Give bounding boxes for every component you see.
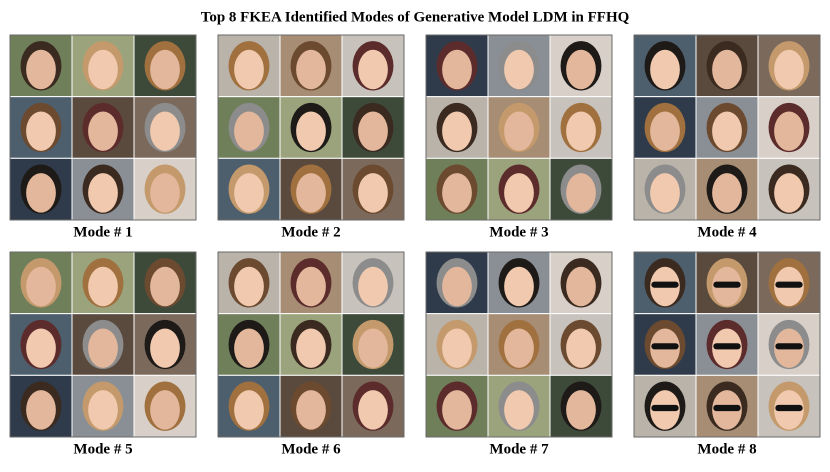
mode-grid <box>217 34 405 221</box>
face <box>150 49 180 90</box>
face <box>774 111 804 151</box>
face <box>650 49 680 90</box>
face <box>296 328 326 368</box>
face <box>712 173 742 213</box>
face <box>650 111 680 151</box>
face <box>88 390 118 430</box>
face <box>88 173 118 213</box>
face <box>150 111 180 151</box>
mode-label: Mode # 1 <box>73 224 132 240</box>
face <box>150 390 180 430</box>
face <box>358 266 388 307</box>
grid-border <box>9 251 197 438</box>
face <box>566 266 596 307</box>
face <box>566 390 596 430</box>
face <box>88 111 118 151</box>
grid-border <box>217 34 405 221</box>
face <box>234 111 264 151</box>
face <box>442 173 472 213</box>
face <box>442 49 472 90</box>
grid-border <box>633 251 821 438</box>
mode-grid <box>425 251 613 438</box>
face <box>566 49 596 90</box>
face <box>234 266 264 307</box>
face <box>26 390 56 430</box>
face <box>150 173 180 213</box>
sunglasses <box>713 281 741 288</box>
face <box>88 49 118 90</box>
mode-label: Mode # 8 <box>697 441 756 457</box>
face <box>234 49 264 90</box>
face <box>504 266 534 307</box>
sunglasses <box>775 281 803 288</box>
face <box>26 328 56 368</box>
grid-border <box>425 34 613 221</box>
face <box>504 49 534 90</box>
face <box>442 328 472 368</box>
face <box>442 390 472 430</box>
face <box>566 328 596 368</box>
mode-grid <box>9 34 197 221</box>
grid-border <box>217 251 405 438</box>
face <box>358 49 388 90</box>
mode-grid <box>633 34 821 221</box>
face <box>150 266 180 307</box>
face <box>296 111 326 151</box>
mode-grid <box>9 251 197 438</box>
grid-border <box>633 34 821 221</box>
face <box>26 266 56 307</box>
sunglasses <box>775 343 803 350</box>
face <box>358 390 388 430</box>
face <box>358 328 388 368</box>
face <box>88 266 118 307</box>
face <box>504 111 534 151</box>
sunglasses <box>775 404 803 412</box>
face <box>650 173 680 213</box>
face <box>234 173 264 213</box>
mode-label: Mode # 3 <box>489 224 548 240</box>
sunglasses <box>713 343 741 350</box>
face <box>296 390 326 430</box>
mode-label: Mode # 5 <box>73 441 132 457</box>
face <box>234 390 264 430</box>
sunglasses <box>651 404 679 412</box>
mode-label: Mode # 2 <box>281 224 340 240</box>
figure-title: Top 8 FKEA Identified Modes of Generativ… <box>201 9 630 25</box>
face <box>566 111 596 151</box>
face <box>774 49 804 90</box>
face <box>504 173 534 213</box>
grid-border <box>425 251 613 438</box>
face <box>296 49 326 90</box>
face <box>504 328 534 368</box>
sunglasses <box>651 343 679 350</box>
face <box>234 328 264 368</box>
face <box>358 111 388 151</box>
sunglasses <box>651 281 679 288</box>
face <box>712 49 742 90</box>
face <box>150 328 180 368</box>
mode-grid <box>425 34 613 221</box>
mode-label: Mode # 6 <box>281 441 341 457</box>
face <box>504 390 534 430</box>
mode-grid <box>217 251 405 438</box>
face <box>442 111 472 151</box>
face <box>26 49 56 90</box>
sunglasses <box>713 404 741 412</box>
face <box>358 173 388 213</box>
face <box>26 111 56 151</box>
face <box>442 266 472 307</box>
face <box>712 111 742 151</box>
face <box>296 173 326 213</box>
face <box>774 173 804 213</box>
mode-grid <box>633 251 821 438</box>
face <box>88 328 118 368</box>
mode-label: Mode # 7 <box>489 441 549 457</box>
grid-border <box>9 34 197 221</box>
face <box>296 266 326 307</box>
face <box>566 173 596 213</box>
mode-label: Mode # 4 <box>697 224 757 240</box>
face <box>26 173 56 213</box>
